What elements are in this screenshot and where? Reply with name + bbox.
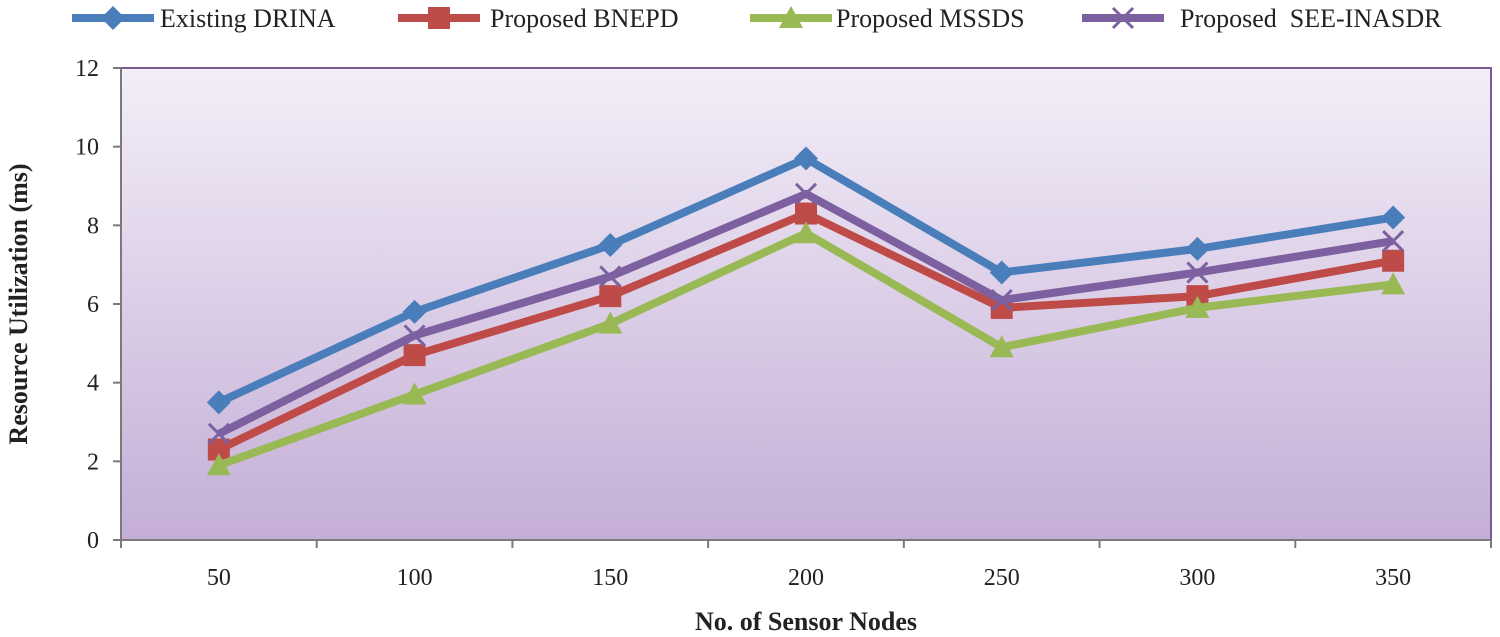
x-axis-title: No. of Sensor Nodes	[695, 607, 917, 636]
data-point	[1186, 261, 1209, 284]
data-point	[402, 382, 427, 405]
legend-item: Proposed SEE-INASDR	[1082, 4, 1442, 33]
series-0	[206, 146, 1406, 415]
data-point	[1381, 205, 1406, 230]
x-tick-label: 250	[984, 565, 1020, 591]
legend-label: Proposed MSSDS	[836, 4, 1025, 33]
plot-area	[120, 67, 1492, 541]
data-point	[990, 289, 1013, 312]
y-tick-label: 8	[87, 213, 99, 239]
legend-item: Proposed BNEPD	[398, 4, 679, 33]
legend-marker	[101, 6, 125, 30]
data-point	[1382, 249, 1405, 272]
data-point	[206, 453, 231, 476]
series-layer	[206, 146, 1406, 476]
series-3	[207, 182, 1405, 445]
x-tick-label: 100	[397, 565, 433, 591]
data-point	[1381, 272, 1406, 295]
data-point	[794, 221, 818, 244]
data-point	[403, 324, 426, 347]
data-point	[403, 344, 426, 367]
y-tick-label: 10	[75, 135, 99, 161]
data-point	[1382, 230, 1405, 253]
x-tick-label: 150	[592, 565, 628, 591]
y-tick-label: 0	[87, 528, 99, 554]
legend-marker	[428, 7, 450, 29]
legend-marker	[1111, 6, 1135, 30]
legend-item: Existing DRINA	[72, 4, 336, 33]
data-point	[795, 202, 817, 225]
legend-marker	[779, 6, 803, 28]
data-point	[1185, 236, 1210, 261]
data-point	[206, 390, 231, 415]
data-point	[207, 438, 230, 461]
series-2	[206, 221, 1406, 476]
y-axis-ticks: 0 2 4 6 8 10 12	[75, 56, 121, 554]
data-point	[794, 146, 818, 171]
data-point	[599, 285, 622, 308]
data-point	[598, 311, 623, 334]
data-point	[1185, 295, 1210, 318]
data-point	[794, 182, 818, 205]
x-tick-label: 50	[207, 565, 231, 591]
data-point	[599, 265, 622, 288]
x-tick-label: 350	[1375, 565, 1411, 591]
legend-label: Existing DRINA	[160, 4, 336, 33]
y-tick-label: 6	[87, 292, 99, 318]
y-tick-label: 4	[87, 371, 99, 397]
legend-label: Proposed SEE-INASDR	[1180, 4, 1442, 33]
y-axis-title: Resource Utilization (ms)	[4, 163, 33, 444]
x-tick-label: 300	[1179, 565, 1215, 591]
data-point	[598, 233, 623, 257]
data-point	[989, 260, 1014, 285]
legend: Existing DRINA Proposed BNEPD Proposed MSS…	[72, 4, 1442, 33]
legend-item: Proposed MSSDS	[750, 4, 1025, 33]
legend-label: Proposed BNEPD	[490, 4, 679, 33]
y-tick-label: 2	[87, 449, 99, 475]
y-tick-label: 12	[75, 56, 99, 82]
data-point	[207, 422, 230, 445]
x-tick-label: 200	[788, 565, 824, 591]
x-axis-ticks: 50 100 150 200 250 300 350	[120, 540, 1492, 591]
data-point	[989, 335, 1014, 358]
data-point	[402, 299, 427, 324]
